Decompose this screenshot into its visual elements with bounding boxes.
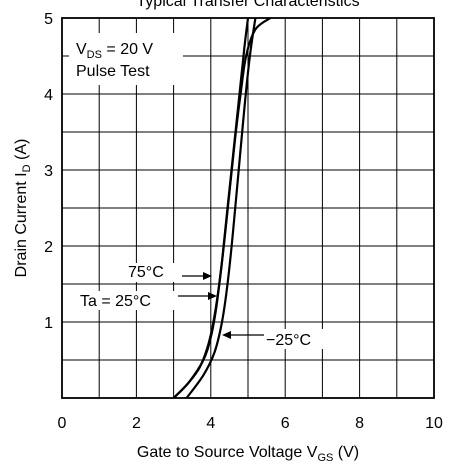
x-tick-label: 8 <box>355 415 364 432</box>
condition-vds: VDS = 20 V <box>76 41 153 61</box>
series-label-ta25c: Ta = 25°C <box>80 293 151 310</box>
x-tick-label: 4 <box>206 415 215 432</box>
arrow-m25c-head <box>222 331 231 339</box>
x-tick-label: 0 <box>58 415 67 432</box>
series-line-25-c <box>185 17 257 399</box>
condition-pulse-test: Pulse Test <box>76 63 150 80</box>
arrow-75c-head <box>203 272 212 280</box>
x-tick-label: 10 <box>425 415 443 432</box>
series-line-ta-25-c <box>172 17 250 399</box>
label-25-bg <box>76 291 180 310</box>
x-tick-label: 2 <box>132 415 141 432</box>
y-tick-label: 5 <box>44 11 53 28</box>
label-m25-bg <box>262 329 330 349</box>
chart-title: Typical Transfer Characteristics <box>136 0 359 10</box>
label-75-bg <box>124 263 182 282</box>
y-tick-label: 1 <box>44 315 53 332</box>
y-tick-label: 4 <box>44 87 53 104</box>
arrow-25c-head <box>208 292 217 300</box>
series-label-m25c: −25°C <box>266 332 311 349</box>
x-axis-title: Gate to Source Voltage VGS (V) <box>137 444 359 464</box>
y-tick-label: 2 <box>44 239 53 256</box>
series-label-75c: 75°C <box>128 264 164 281</box>
curves-group <box>172 17 271 399</box>
y-tick-label: 3 <box>44 163 53 180</box>
grid-lines <box>62 18 434 398</box>
x-tick-label: 6 <box>281 415 290 432</box>
plot-frame <box>61 17 435 399</box>
conditions-box <box>69 33 183 85</box>
y-axis-title: Drain Current ID (A) <box>13 139 33 278</box>
